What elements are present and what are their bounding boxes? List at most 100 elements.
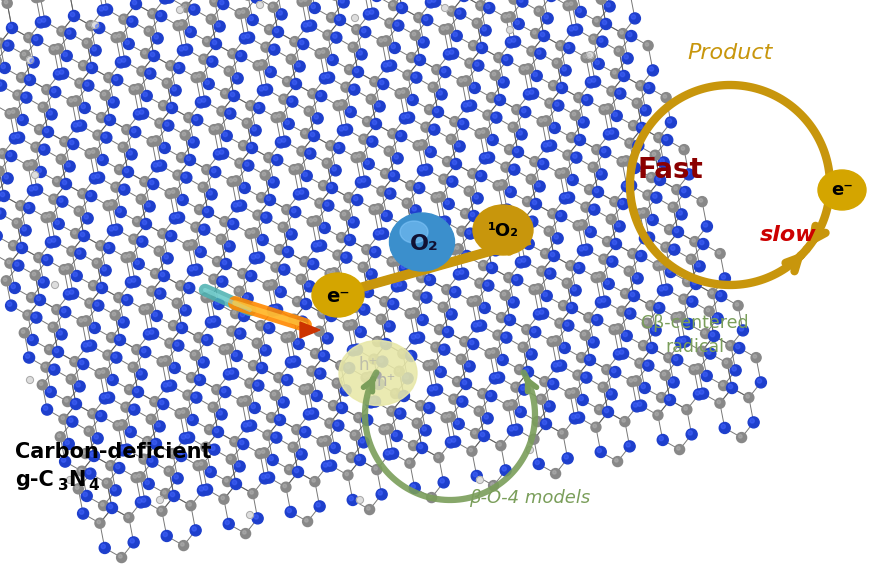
Circle shape: [141, 456, 144, 460]
Circle shape: [249, 361, 259, 370]
Circle shape: [328, 462, 331, 466]
Circle shape: [435, 367, 447, 377]
Circle shape: [62, 180, 66, 185]
Circle shape: [431, 126, 435, 131]
Circle shape: [233, 178, 237, 181]
Circle shape: [548, 378, 559, 389]
Circle shape: [484, 415, 488, 419]
Circle shape: [249, 402, 260, 413]
Circle shape: [4, 278, 7, 282]
Circle shape: [193, 224, 197, 228]
Circle shape: [443, 414, 447, 418]
Circle shape: [221, 88, 230, 99]
Circle shape: [147, 137, 157, 146]
Circle shape: [473, 60, 484, 71]
Circle shape: [478, 260, 488, 271]
Circle shape: [730, 365, 742, 376]
Circle shape: [522, 108, 526, 113]
Circle shape: [158, 398, 168, 409]
Circle shape: [138, 370, 143, 375]
Circle shape: [130, 364, 134, 368]
Circle shape: [519, 384, 530, 395]
Circle shape: [0, 80, 6, 91]
Circle shape: [514, 276, 518, 281]
Circle shape: [338, 363, 341, 366]
Circle shape: [214, 124, 223, 134]
Circle shape: [19, 245, 23, 249]
Circle shape: [230, 308, 241, 319]
Circle shape: [174, 63, 185, 74]
Circle shape: [284, 376, 288, 381]
Circle shape: [744, 393, 754, 402]
Circle shape: [168, 63, 171, 66]
Circle shape: [542, 378, 546, 382]
Circle shape: [597, 274, 601, 278]
Circle shape: [384, 63, 387, 67]
Circle shape: [537, 50, 541, 54]
Circle shape: [232, 481, 237, 484]
Circle shape: [365, 372, 376, 382]
Circle shape: [294, 426, 298, 430]
Circle shape: [197, 376, 201, 381]
Circle shape: [205, 39, 208, 42]
Circle shape: [74, 248, 86, 259]
Circle shape: [690, 237, 700, 247]
Circle shape: [183, 283, 195, 294]
Circle shape: [112, 487, 116, 491]
Circle shape: [612, 71, 616, 74]
Circle shape: [309, 410, 314, 414]
Circle shape: [390, 300, 394, 305]
Circle shape: [157, 506, 167, 516]
Circle shape: [434, 453, 444, 463]
Circle shape: [206, 56, 218, 67]
Circle shape: [193, 266, 198, 270]
Circle shape: [53, 69, 65, 80]
Circle shape: [4, 42, 9, 46]
Circle shape: [229, 178, 233, 182]
Circle shape: [351, 153, 361, 162]
Circle shape: [202, 335, 213, 345]
Circle shape: [663, 95, 666, 98]
Circle shape: [655, 174, 665, 185]
Circle shape: [591, 36, 595, 40]
Circle shape: [578, 220, 587, 230]
Circle shape: [179, 196, 183, 201]
Circle shape: [626, 180, 637, 191]
Circle shape: [133, 475, 136, 478]
Circle shape: [70, 357, 80, 367]
Circle shape: [199, 96, 211, 107]
Circle shape: [659, 262, 663, 266]
Circle shape: [35, 295, 45, 306]
Circle shape: [450, 117, 460, 127]
Circle shape: [455, 378, 458, 382]
Circle shape: [468, 102, 471, 106]
Circle shape: [571, 285, 581, 296]
Circle shape: [286, 229, 297, 240]
Circle shape: [672, 226, 683, 238]
Circle shape: [524, 238, 534, 250]
Circle shape: [560, 431, 563, 434]
Circle shape: [175, 64, 180, 69]
Circle shape: [447, 6, 457, 16]
Circle shape: [299, 426, 311, 438]
Circle shape: [274, 373, 284, 382]
Circle shape: [140, 347, 151, 357]
Circle shape: [535, 460, 540, 465]
Circle shape: [330, 165, 341, 176]
Circle shape: [354, 196, 358, 201]
Circle shape: [388, 299, 399, 310]
Circle shape: [142, 178, 145, 182]
Circle shape: [428, 82, 439, 92]
Circle shape: [566, 133, 577, 142]
Circle shape: [397, 91, 400, 94]
Circle shape: [455, 8, 466, 19]
Circle shape: [547, 100, 550, 104]
Circle shape: [590, 164, 594, 168]
Circle shape: [205, 425, 214, 434]
Circle shape: [514, 107, 517, 110]
Circle shape: [73, 272, 77, 276]
Circle shape: [493, 330, 503, 340]
Circle shape: [504, 315, 516, 325]
Circle shape: [86, 21, 96, 31]
Circle shape: [236, 463, 240, 467]
